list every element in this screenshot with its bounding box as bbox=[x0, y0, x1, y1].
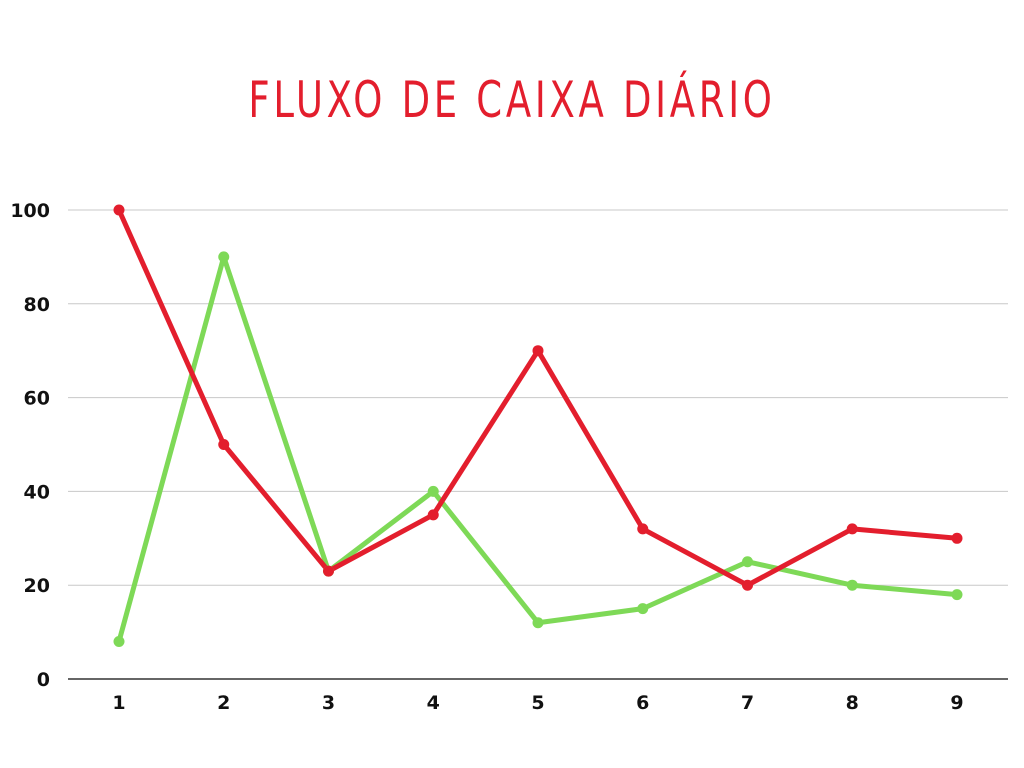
y-tick-label: 100 bbox=[10, 200, 50, 222]
x-tick-label: 6 bbox=[636, 692, 649, 714]
data-point-series-2 bbox=[742, 556, 753, 568]
y-tick-label: 60 bbox=[24, 388, 50, 410]
y-tick-label: 20 bbox=[24, 575, 50, 597]
data-point-series-1 bbox=[532, 345, 544, 357]
data-point-series-1 bbox=[637, 523, 649, 535]
x-axis-ticks: 1 2 3 4 5 6 7 8 9 bbox=[112, 692, 963, 714]
x-tick-label: 4 bbox=[427, 692, 440, 714]
y-tick-label: 40 bbox=[24, 481, 50, 503]
data-point-series-1 bbox=[218, 439, 230, 450]
data-point-series-1 bbox=[846, 523, 858, 535]
data-point-series-1 bbox=[323, 565, 334, 577]
y-tick-label: 80 bbox=[24, 294, 50, 316]
x-tick-label: 9 bbox=[950, 692, 963, 714]
data-point-series-1 bbox=[113, 204, 125, 216]
x-tick-label: 8 bbox=[846, 692, 859, 714]
data-point-series-2 bbox=[427, 485, 439, 497]
x-tick-label: 7 bbox=[741, 692, 754, 714]
data-point-series-2 bbox=[532, 617, 544, 629]
data-point-series-2 bbox=[218, 251, 230, 263]
y-tick-label: 0 bbox=[37, 669, 50, 691]
x-tick-label: 2 bbox=[217, 692, 230, 714]
data-point-series-2 bbox=[637, 603, 649, 615]
data-point-series-1 bbox=[742, 579, 753, 591]
data-point-series-1 bbox=[427, 509, 439, 521]
series-points bbox=[113, 204, 963, 647]
series-line-2 bbox=[116, 254, 960, 644]
x-tick-label: 3 bbox=[322, 692, 335, 714]
data-point-series-2 bbox=[846, 579, 858, 591]
data-point-series-2 bbox=[951, 589, 963, 601]
y-axis-ticks: 0 20 40 60 80 100 bbox=[10, 200, 50, 691]
data-point-series-1 bbox=[951, 532, 963, 544]
chart-title: FLUXO DE CAIXA DIÁRIO bbox=[248, 71, 776, 129]
x-tick-label: 5 bbox=[531, 692, 544, 714]
series-lines bbox=[116, 207, 960, 644]
x-tick-label: 1 bbox=[112, 692, 125, 714]
data-point-series-2 bbox=[113, 635, 125, 647]
